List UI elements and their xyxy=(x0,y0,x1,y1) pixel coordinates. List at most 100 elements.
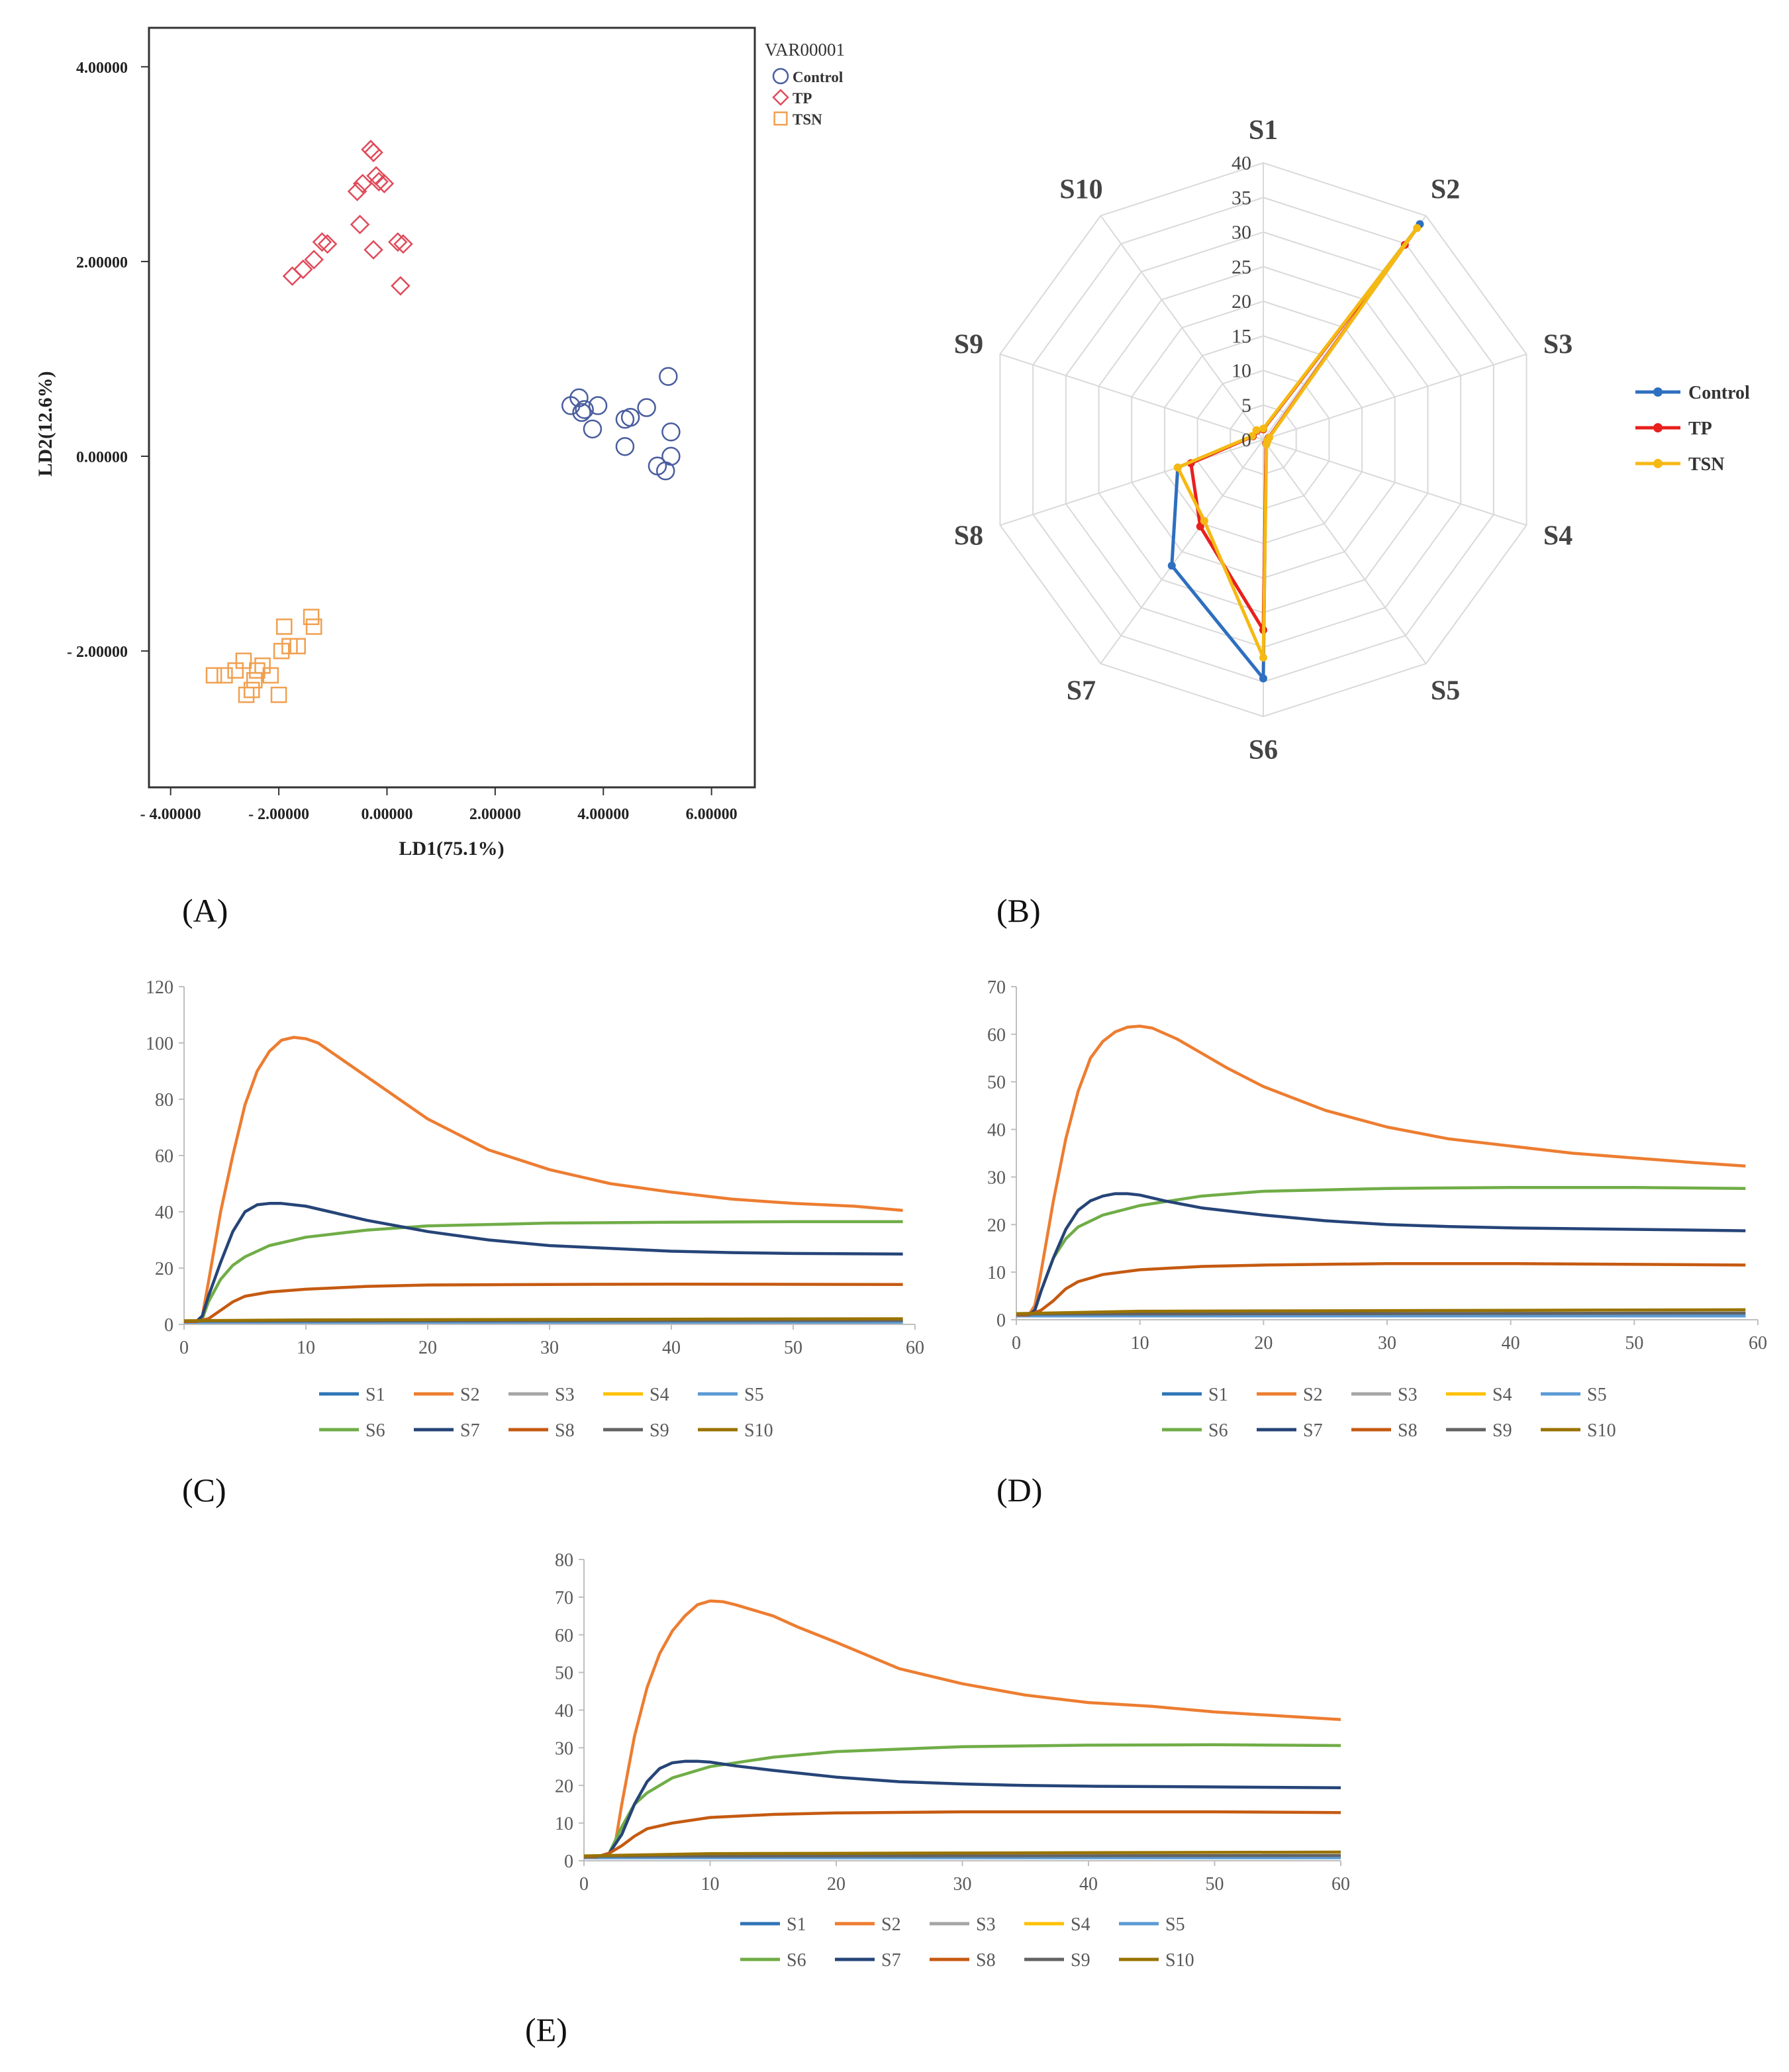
scatter-point-tsn xyxy=(217,667,233,684)
scatter-legend: Control TP TSN xyxy=(772,68,843,128)
line-legend-label: S9 xyxy=(1071,1950,1090,1971)
line-chart-y-tick-label: 30 xyxy=(555,1738,573,1759)
line-chart-y-tick-label: 70 xyxy=(987,977,1006,998)
line-chart-x-tick-label: 20 xyxy=(1254,1333,1273,1354)
radar-series xyxy=(1167,220,1424,683)
radar-tick-label: 5 xyxy=(1241,395,1251,417)
radar-legend-label: TP xyxy=(1688,419,1712,439)
line-legend-label: S1 xyxy=(787,1914,806,1935)
panel-a: - 4.00000 - 2.00000 0.00000 2.00000 4.00000 6… xyxy=(34,26,845,929)
line-chart-y-tick-label: 0 xyxy=(564,1851,573,1872)
scatter-point-tp xyxy=(350,215,370,234)
scatter-point-tsn xyxy=(249,662,266,679)
scatter-point-tsn xyxy=(303,609,320,625)
scatter-y-ticks: - 2.00000 0.00000 2.00000 4.00000 xyxy=(67,60,149,661)
line-legend-label: S10 xyxy=(1587,1420,1616,1441)
line-legend-label: S10 xyxy=(1165,1950,1194,1971)
scatter-point-control xyxy=(615,437,635,456)
scatter-point-tp xyxy=(388,232,408,252)
radar-spoke xyxy=(1000,353,1264,440)
scatter-point-tp xyxy=(304,250,324,270)
line-legend-label: S1 xyxy=(1208,1385,1228,1405)
line-legend-label: S9 xyxy=(1492,1420,1512,1441)
line-series-s10 xyxy=(1016,1308,1746,1315)
line-chart-x-tick-label: 60 xyxy=(1749,1333,1767,1354)
scatter-point-tp xyxy=(391,275,411,296)
line-chart-x-tick-label: 0 xyxy=(579,1874,589,1895)
scatter-point-control xyxy=(637,398,656,417)
radar-spoke xyxy=(1100,215,1264,440)
line-series-s8 xyxy=(184,1282,903,1324)
radar-series-line-tp xyxy=(1189,243,1407,632)
line-chart-y-tick-label: 10 xyxy=(555,1814,573,1834)
line-legend-label: S1 xyxy=(365,1385,385,1405)
radar-legend-dot xyxy=(1653,423,1663,432)
line-series-s9 xyxy=(583,1853,1341,1858)
line-legend-label: S8 xyxy=(555,1420,575,1441)
scatter-point-control xyxy=(588,396,608,415)
scatter-point-tp xyxy=(282,266,303,286)
line-series-s2 xyxy=(584,1599,1341,1859)
line-series-s7 xyxy=(1016,1192,1746,1317)
scatter-point-control xyxy=(569,388,589,408)
line-chart-y-tick-label: 70 xyxy=(555,1588,573,1608)
scatter-xlabel: LD1(75.1%) xyxy=(399,838,504,860)
line-series-s10 xyxy=(583,1850,1341,1857)
radar-axis-label: S9 xyxy=(954,329,983,360)
line-chart-y-tick-label: 80 xyxy=(555,1550,573,1571)
line-chart-y-tick-label: 40 xyxy=(555,1701,573,1722)
scatter-point-tsn xyxy=(205,667,222,684)
scatter-point-tp xyxy=(361,140,381,160)
radar-point-control xyxy=(1167,562,1176,570)
scatter-legend-label: Control xyxy=(793,69,843,85)
scatter-x-tick-label: 4.00000 xyxy=(577,806,629,823)
panel-label-c: (C) xyxy=(182,1471,226,1508)
scatter-point-tp xyxy=(369,172,389,192)
radar-tick-label: 25 xyxy=(1232,256,1251,278)
line-chart-y-tick-label: 0 xyxy=(164,1315,173,1336)
radar-axis-label: S7 xyxy=(1067,676,1096,707)
scatter-ylabel: LD2(12.6%) xyxy=(34,371,56,476)
scatter-point-tsn xyxy=(235,652,252,669)
scatter-point-tsn xyxy=(238,687,255,703)
line-chart-x-tick-label: 10 xyxy=(701,1874,720,1895)
line-legend-label: S8 xyxy=(976,1950,996,1971)
line-chart-y-tick-label: 40 xyxy=(155,1203,173,1223)
scatter-x-tick-label: 6.00000 xyxy=(686,806,738,823)
scatter-point-control xyxy=(575,400,594,419)
line-chart-x-tick-label: 10 xyxy=(297,1338,315,1358)
line-legend-label: S3 xyxy=(976,1914,996,1935)
line-series-s2 xyxy=(1016,1024,1746,1317)
scatter-point-tp xyxy=(374,173,395,194)
scatter-y-tick-label: 0.00000 xyxy=(76,449,128,466)
radar-tick-label: 10 xyxy=(1232,360,1251,382)
radar-spoke xyxy=(1263,439,1527,526)
scatter-point-control xyxy=(661,422,681,442)
line-legend-label: S10 xyxy=(744,1420,773,1441)
line-legend-label: S5 xyxy=(744,1385,764,1405)
line-legend-label: S9 xyxy=(650,1420,669,1441)
line-legend-label: S6 xyxy=(787,1950,806,1971)
line-chart-y-tick-label: 50 xyxy=(987,1073,1006,1093)
radar-axis-label: S3 xyxy=(1543,329,1572,360)
line-chart-x-tick-label: 30 xyxy=(953,1874,972,1895)
scatter-x-tick-label: 2.00000 xyxy=(469,806,521,823)
radar-spoke xyxy=(1000,439,1264,526)
radar-point-tsn xyxy=(1173,463,1182,471)
scatter-legend-marker-control xyxy=(772,68,789,85)
scatter-x-tick-label: - 2.00000 xyxy=(248,806,309,823)
line-legend-label: S3 xyxy=(555,1385,575,1405)
line-series-s7 xyxy=(584,1759,1341,1859)
scatter-point-tp xyxy=(352,173,373,194)
radar-axis-label: S10 xyxy=(1059,174,1102,205)
scatter-point-tp xyxy=(363,240,383,260)
line-series-s8 xyxy=(1016,1261,1746,1317)
panel-label-b: (B) xyxy=(996,892,1041,929)
scatter-point-tsn xyxy=(289,638,306,655)
panel-c: 0 20 40 60 80 100 120 0 10 20 30 40 50 60 S1 S2 S3 S4 S5 S6… xyxy=(146,977,924,1441)
radar-legend-label: Control xyxy=(1688,383,1750,403)
scatter-point-control xyxy=(583,419,603,439)
line-chart-y-tick-label: 60 xyxy=(987,1025,1006,1046)
radar-axis-labels: S1 S2 S3 S4 S5 S6 S7 S8 S9 S10 xyxy=(954,115,1573,765)
